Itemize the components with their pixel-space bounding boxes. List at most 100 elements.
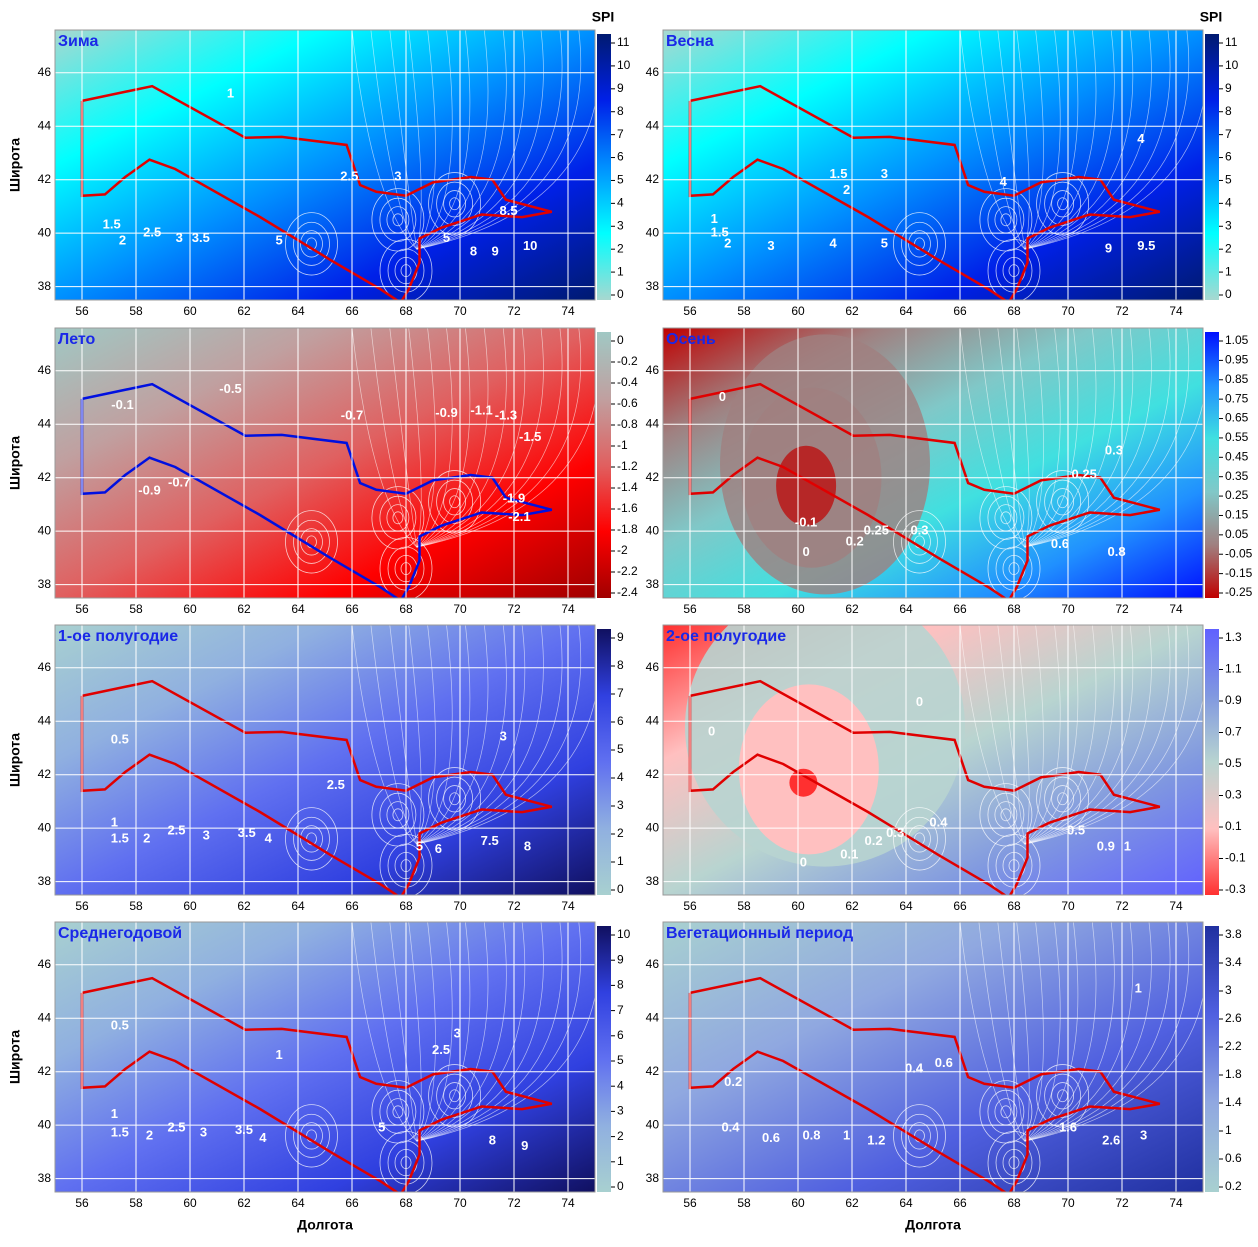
contour-label: 0.2 bbox=[724, 1074, 742, 1089]
y-tick-label: 46 bbox=[646, 65, 660, 79]
contour-label: 2.6 bbox=[1102, 1133, 1120, 1148]
contour-label: 10 bbox=[523, 238, 537, 253]
colorbar bbox=[597, 629, 611, 895]
contour-label: 1 bbox=[1135, 980, 1142, 995]
contour-label: 8 bbox=[470, 243, 477, 258]
colorbar-tick-label: 0 bbox=[617, 333, 624, 347]
colorbar-tick-label: 4 bbox=[617, 770, 624, 784]
colorbar-tick-label: 8 bbox=[617, 104, 624, 118]
contour-label: 3 bbox=[1140, 1127, 1147, 1142]
contour-label: 3 bbox=[767, 238, 774, 253]
x-tick-label: 58 bbox=[737, 602, 751, 616]
colorbar-tick-label: -2.4 bbox=[617, 585, 638, 599]
colorbar-tick-label: 3 bbox=[617, 1104, 624, 1118]
contour-label: 2.5 bbox=[167, 822, 185, 837]
y-tick-label: 38 bbox=[646, 279, 660, 293]
colorbar-tick-label: 7 bbox=[617, 127, 624, 141]
x-tick-label: 60 bbox=[791, 1196, 805, 1210]
colorbar-tick-label: 2.2 bbox=[1225, 1039, 1242, 1053]
y-tick-label: 44 bbox=[646, 1010, 660, 1024]
colorbar-tick-label: -0.6 bbox=[617, 396, 638, 410]
x-tick-label: 62 bbox=[237, 899, 251, 913]
colorbar-tick-label: 7 bbox=[1225, 127, 1232, 141]
x-tick-label: 68 bbox=[1007, 899, 1021, 913]
panel-title: Весна bbox=[666, 33, 714, 50]
colorbar-tick-label: -0.8 bbox=[617, 417, 638, 431]
colorbar-title: SPI bbox=[1200, 9, 1223, 25]
map-panel: 0000.10.20.30.40.50.912-ое полугодие5658… bbox=[646, 587, 1246, 914]
x-axis-label: Долгота bbox=[905, 1217, 961, 1233]
contour-label: 0.6 bbox=[935, 1055, 953, 1070]
colorbar-tick-label: 0.25 bbox=[1225, 488, 1249, 502]
x-tick-label: 66 bbox=[345, 602, 359, 616]
y-tick-label: 46 bbox=[38, 957, 52, 971]
y-axis-label: Широта bbox=[7, 436, 23, 490]
x-tick-label: 70 bbox=[1061, 602, 1075, 616]
panel-title: Зима bbox=[58, 33, 98, 50]
y-tick-label: 40 bbox=[646, 1117, 660, 1131]
colorbar-tick-label: -0.05 bbox=[1225, 546, 1253, 560]
x-tick-label: 74 bbox=[561, 899, 575, 913]
colorbar-tick-label: 1 bbox=[1225, 264, 1232, 278]
x-tick-label: 62 bbox=[237, 602, 251, 616]
panel-title: 1-ое полугодие bbox=[58, 628, 178, 645]
x-tick-label: 72 bbox=[507, 1196, 521, 1210]
colorbar-tick-label: 8 bbox=[1225, 104, 1232, 118]
x-tick-label: 66 bbox=[345, 304, 359, 318]
x-tick-label: 74 bbox=[1169, 304, 1183, 318]
contour-label: -0.7 bbox=[168, 474, 190, 489]
contour-label: 2.5 bbox=[167, 1119, 185, 1134]
contour-label: 3.5 bbox=[238, 825, 256, 840]
contour-label: 1 bbox=[1124, 838, 1131, 853]
colorbar-tick-label: 2 bbox=[617, 241, 624, 255]
contour-label: 7.5 bbox=[481, 833, 499, 848]
x-tick-label: 72 bbox=[1115, 1196, 1129, 1210]
y-tick-label: 38 bbox=[38, 1171, 52, 1185]
x-tick-label: 66 bbox=[953, 899, 967, 913]
contour-label: 2 bbox=[119, 233, 126, 248]
panel-title: Лето bbox=[58, 331, 96, 348]
x-tick-label: 70 bbox=[1061, 304, 1075, 318]
contour-label: 4 bbox=[259, 1130, 267, 1145]
colorbar-tick-label: 0.7 bbox=[1225, 725, 1242, 739]
colorbar-tick-label: 3.8 bbox=[1225, 927, 1242, 941]
colorbar-tick-label: -1.8 bbox=[617, 522, 638, 536]
x-tick-label: 56 bbox=[683, 1196, 697, 1210]
contour-label: 2.5 bbox=[327, 777, 345, 792]
x-tick-label: 62 bbox=[237, 1196, 251, 1210]
y-tick-label: 46 bbox=[38, 65, 52, 79]
x-tick-label: 60 bbox=[791, 304, 805, 318]
anomaly-zone bbox=[789, 769, 817, 797]
colorbar-title: SPI bbox=[592, 9, 615, 25]
colorbar-tick-label: -0.25 bbox=[1225, 585, 1253, 599]
map-panel: 30.511.522.533.542.5567.581-ое полугодие… bbox=[7, 625, 624, 913]
x-tick-label: 72 bbox=[1115, 602, 1129, 616]
x-tick-label: 58 bbox=[737, 304, 751, 318]
x-tick-label: 66 bbox=[345, 899, 359, 913]
x-tick-label: 74 bbox=[1169, 602, 1183, 616]
colorbar-tick-label: 1 bbox=[1225, 1123, 1232, 1137]
colorbar-tick-label: 4 bbox=[617, 1078, 624, 1092]
x-tick-label: 74 bbox=[561, 1196, 575, 1210]
x-tick-label: 68 bbox=[1007, 602, 1021, 616]
contour-label: -1.1 bbox=[470, 402, 492, 417]
x-tick-label: 74 bbox=[561, 602, 575, 616]
x-tick-label: 62 bbox=[845, 602, 859, 616]
y-tick-label: 44 bbox=[38, 1010, 52, 1024]
contour-label: 5 bbox=[881, 235, 888, 250]
contour-label: 2 bbox=[143, 830, 150, 845]
colorbar-tick-label: 0.1 bbox=[1225, 819, 1242, 833]
contour-label: 0.5 bbox=[111, 1018, 129, 1033]
colorbar-tick-label: 1.4 bbox=[1225, 1095, 1242, 1109]
contour-label: 0 bbox=[719, 389, 726, 404]
x-tick-label: 58 bbox=[737, 1196, 751, 1210]
contour-label: 0.25 bbox=[864, 523, 889, 538]
colorbar-tick-label: 1.3 bbox=[1225, 630, 1242, 644]
x-tick-label: 56 bbox=[683, 899, 697, 913]
x-tick-label: 74 bbox=[1169, 1196, 1183, 1210]
colorbar-tick-label: 1.8 bbox=[1225, 1067, 1242, 1081]
x-tick-label: 56 bbox=[75, 602, 89, 616]
y-tick-label: 46 bbox=[646, 660, 660, 674]
contour-label: 0.5 bbox=[1067, 822, 1085, 837]
